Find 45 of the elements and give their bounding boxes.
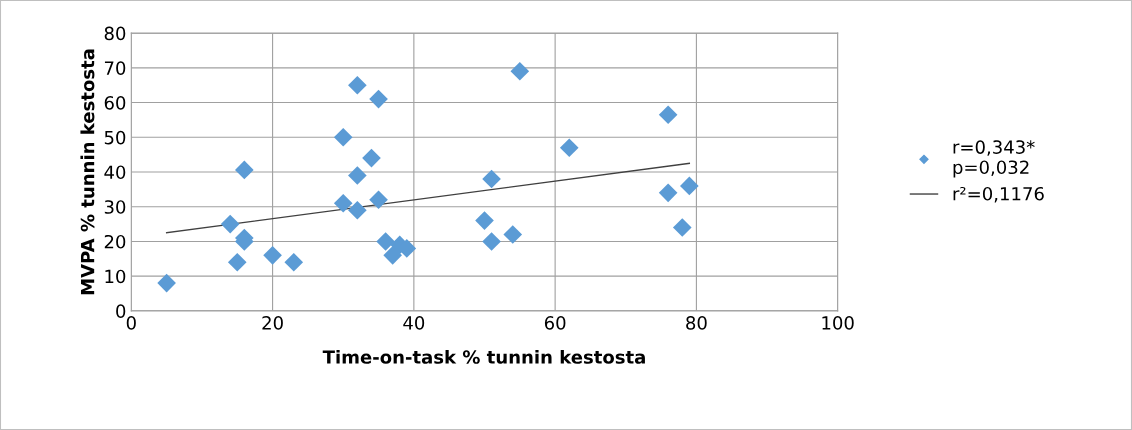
y-tick-label: 70: [104, 61, 126, 75]
point: [157, 273, 176, 293]
point: [482, 169, 501, 189]
point: [510, 61, 530, 81]
point: [348, 166, 367, 185]
point: [362, 148, 381, 168]
y-tick-label: 10: [105, 269, 126, 284]
point: [284, 252, 304, 272]
point: [220, 214, 240, 234]
x-tick-label: 60: [544, 316, 566, 330]
x-tick-label: 100: [822, 316, 854, 330]
point: [672, 218, 692, 237]
x-tick-label: 20: [262, 316, 283, 330]
point: [348, 75, 367, 95]
y-axis-title: MVPA % tunnin kestosta: [80, 49, 95, 295]
point: [482, 232, 501, 251]
point: [376, 232, 395, 251]
point: [475, 211, 494, 230]
legend-label: r²=0,1176: [953, 186, 1044, 203]
y-tick-label: 40: [104, 165, 126, 180]
point: [333, 127, 353, 147]
point: [383, 246, 402, 265]
point: [235, 160, 254, 180]
point: [658, 105, 678, 125]
y-tick-label: 0: [116, 304, 126, 319]
y-tick-label: 80: [104, 26, 126, 41]
point: [263, 246, 282, 265]
x-axis-title: Time-on-task % tunnin kestosta: [322, 349, 645, 364]
x-tick-label: 80: [686, 316, 707, 330]
point: [503, 225, 523, 244]
point: [369, 89, 388, 109]
x-tick-label: 40: [403, 316, 425, 330]
point: [227, 252, 247, 272]
y-tick-label: 60: [104, 96, 126, 110]
point: [658, 183, 678, 203]
y-tick-label: 50: [104, 130, 126, 145]
point: [333, 193, 353, 213]
y-tick-label: 20: [104, 234, 126, 249]
legend-label: r=0,343* p=0,032: [953, 140, 1035, 178]
point: [559, 138, 579, 158]
point: [369, 190, 388, 210]
y-tick-label: 30: [104, 200, 126, 214]
point: [680, 176, 699, 196]
point: [348, 200, 367, 220]
x-tick-label: 0: [126, 316, 136, 330]
